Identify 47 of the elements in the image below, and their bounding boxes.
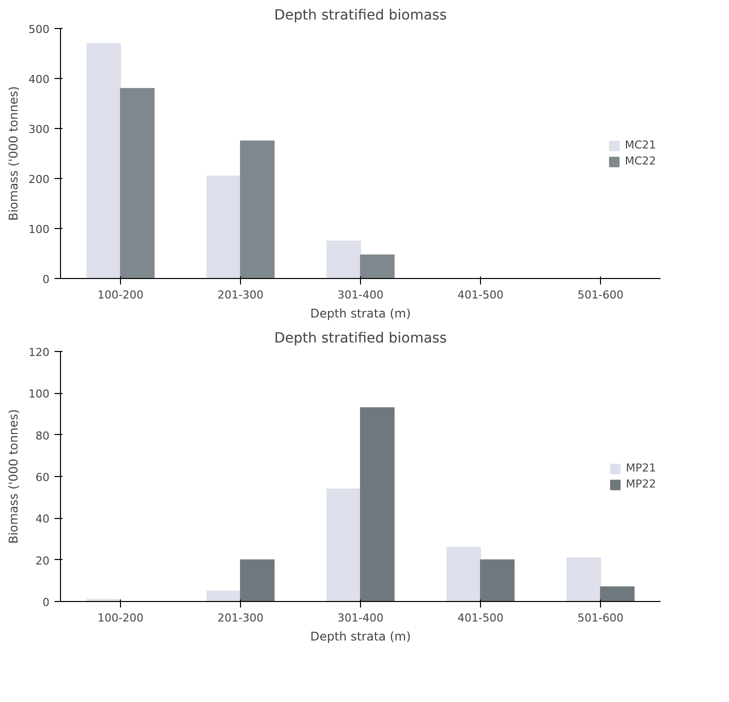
bar xyxy=(240,140,275,278)
bar xyxy=(326,488,361,602)
x-tick-label: 100-200 xyxy=(98,288,144,302)
y-tick-label: 100 xyxy=(28,223,50,236)
bar xyxy=(566,557,601,602)
x-axis-title: Depth strata (m) xyxy=(310,630,411,644)
bar xyxy=(480,559,515,602)
x-tick-label: 301-400 xyxy=(338,288,384,302)
y-tick-label: 40 xyxy=(36,512,50,526)
legend-label: MC21 xyxy=(624,138,656,152)
legend-label: MC22 xyxy=(624,154,656,168)
bar xyxy=(120,88,155,278)
y-tick-label: 500 xyxy=(28,23,50,36)
bar xyxy=(446,546,481,602)
y-tick-label: 0 xyxy=(42,596,50,609)
x-tick-label: 301-400 xyxy=(338,612,384,624)
y-tick-label: 200 xyxy=(28,173,50,186)
chart-title: Depth stratified biomass xyxy=(274,330,447,346)
y-tick-label: 60 xyxy=(36,471,50,484)
bar xyxy=(206,590,241,602)
y-axis-title: Biomass ('000 tonnes) xyxy=(6,409,21,544)
bar xyxy=(360,254,395,278)
chart-title: Depth stratified biomass xyxy=(274,8,447,24)
legend-label: MP21 xyxy=(626,462,656,474)
bar xyxy=(600,586,635,602)
x-tick-label: 201-300 xyxy=(218,288,264,302)
x-tick-label: 201-300 xyxy=(218,612,264,624)
x-tick-label: 401-500 xyxy=(458,288,504,302)
y-tick-label: 20 xyxy=(36,554,50,568)
y-tick-label: 100 xyxy=(28,388,50,401)
legend-label: MP22 xyxy=(626,478,656,490)
bar xyxy=(360,407,395,602)
x-tick-label: 501-600 xyxy=(578,288,624,302)
y-tick-label: 120 xyxy=(28,346,50,359)
bar xyxy=(326,240,361,278)
bar xyxy=(206,176,241,278)
x-tick-label: 401-500 xyxy=(458,612,504,624)
y-tick-label: 300 xyxy=(28,123,50,136)
y-tick-label: 0 xyxy=(42,273,50,286)
x-axis-title: Depth strata (m) xyxy=(310,306,411,320)
x-tick-label: 100-200 xyxy=(98,612,144,624)
x-tick-label: 501-600 xyxy=(578,612,624,624)
y-tick-label: 80 xyxy=(36,429,50,442)
bar xyxy=(86,43,121,278)
bar xyxy=(240,559,275,602)
y-axis-title: Biomass ('000 tonnes) xyxy=(6,86,21,221)
y-tick-label: 400 xyxy=(28,73,50,86)
